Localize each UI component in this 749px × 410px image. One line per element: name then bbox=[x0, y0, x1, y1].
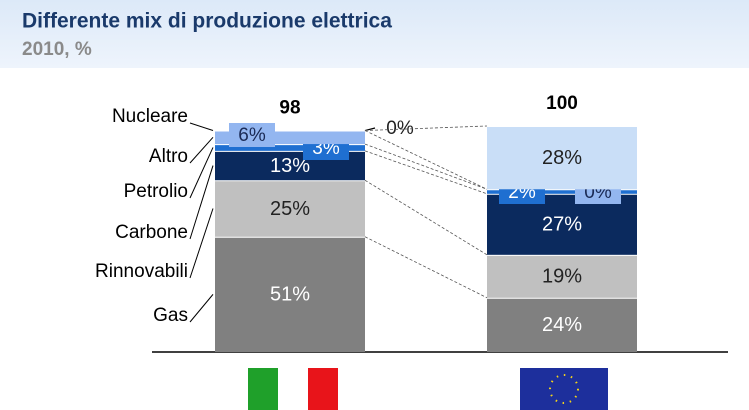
value-label: 24% bbox=[542, 314, 582, 336]
value-label: 13% bbox=[270, 155, 310, 177]
legend-label: Nucleare bbox=[112, 106, 188, 127]
bar-segment bbox=[487, 297, 637, 352]
flag-eu bbox=[520, 368, 608, 410]
total-label: 98 bbox=[279, 98, 300, 119]
value-label: 27% bbox=[542, 214, 582, 236]
legend-label: Petrolio bbox=[124, 181, 188, 202]
legend-leader bbox=[189, 165, 214, 240]
value-label: 19% bbox=[542, 266, 582, 288]
value-label: 6% bbox=[238, 125, 266, 146]
legend-label: Gas bbox=[153, 305, 188, 326]
bar-segment bbox=[487, 189, 637, 194]
value-label: 28% bbox=[542, 147, 582, 169]
connector bbox=[364, 130, 488, 190]
value-label: 0% bbox=[386, 118, 414, 139]
chart-subtitle: 2010, % bbox=[22, 39, 92, 60]
legend-leader bbox=[189, 294, 214, 323]
value-label: 25% bbox=[270, 198, 310, 220]
label-box bbox=[229, 123, 275, 147]
total-label: 100 bbox=[546, 93, 578, 114]
legend-label: Altro bbox=[149, 146, 188, 167]
bar-segment bbox=[215, 180, 365, 237]
legend-label: Rinnovabili bbox=[95, 261, 188, 282]
bar-segment bbox=[215, 144, 365, 151]
connector bbox=[364, 125, 488, 131]
flag-italy bbox=[248, 368, 338, 410]
bar-segment bbox=[487, 126, 637, 190]
value-label: 51% bbox=[270, 284, 310, 306]
connector bbox=[364, 150, 488, 195]
connector bbox=[364, 236, 488, 299]
legend-leader bbox=[189, 122, 214, 131]
legend-leader bbox=[189, 147, 214, 199]
legend-leader bbox=[189, 208, 214, 279]
legend-label: Carbone bbox=[115, 222, 188, 243]
chart-title: Differente mix di produzione elettrica bbox=[22, 10, 392, 33]
header-band bbox=[0, 0, 749, 68]
connector bbox=[364, 143, 488, 190]
connector bbox=[364, 179, 488, 256]
legend-leader bbox=[189, 136, 214, 164]
bar-segment bbox=[215, 236, 365, 352]
bar-segment bbox=[487, 254, 637, 298]
